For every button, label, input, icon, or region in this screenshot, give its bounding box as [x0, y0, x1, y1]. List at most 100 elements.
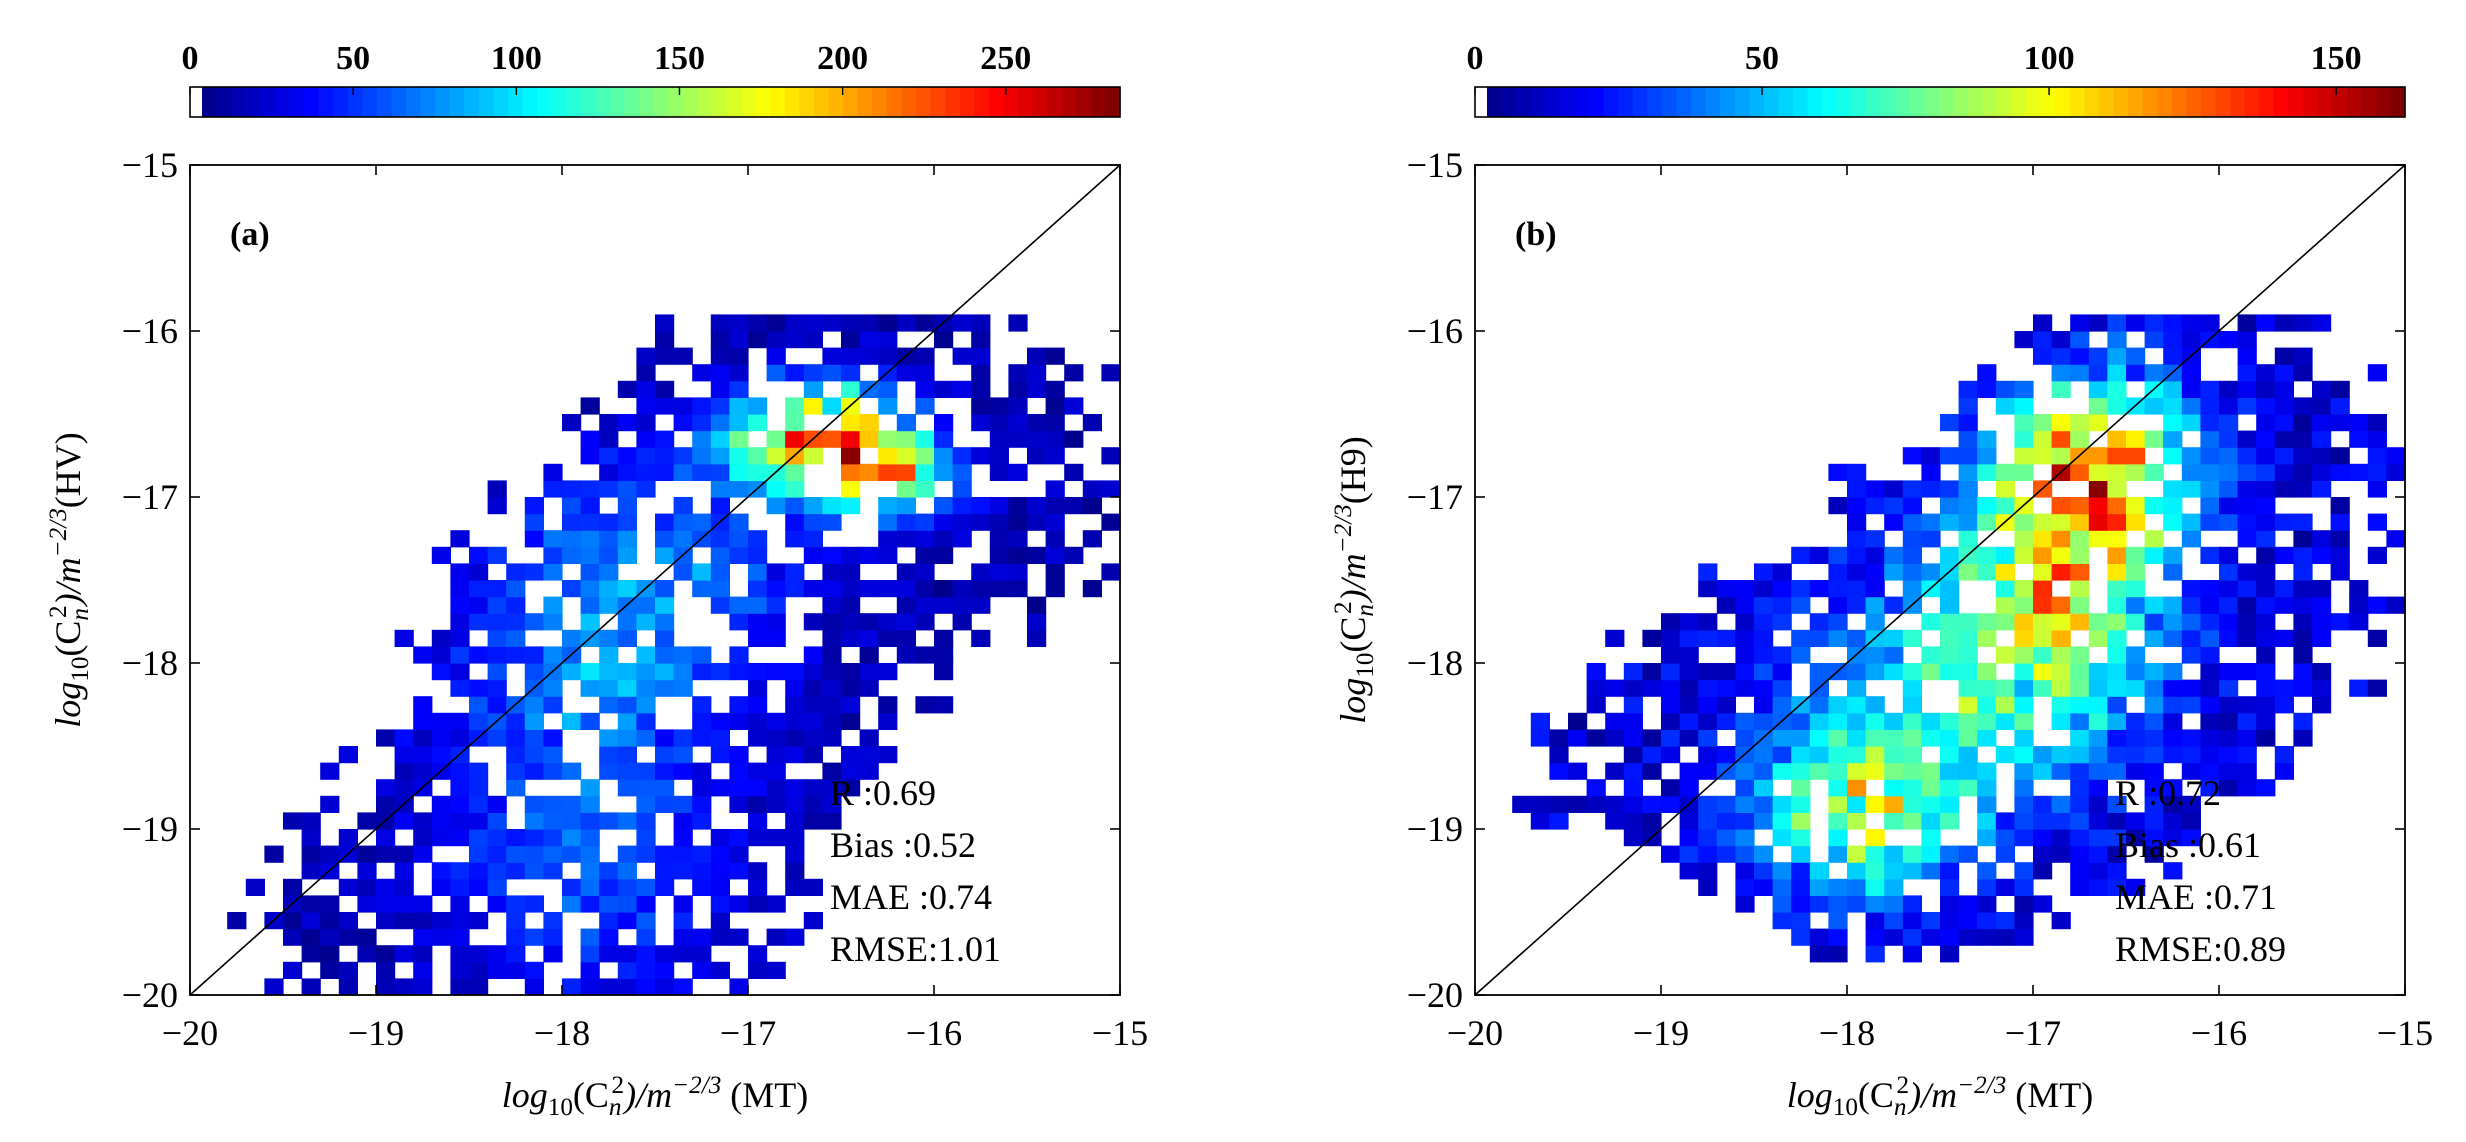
- heatmap-cell: [748, 945, 768, 963]
- heatmap-cell: [2088, 447, 2108, 465]
- heatmap-cell: [1958, 928, 1978, 946]
- heatmap-cell: [469, 646, 489, 664]
- heatmap-cell: [283, 928, 303, 946]
- heatmap-cell: [1027, 347, 1047, 365]
- heatmap-cell: [1902, 497, 1922, 515]
- heatmap-cell: [2293, 629, 2313, 647]
- heatmap-cell: [2200, 646, 2220, 664]
- heatmap-cell: [655, 762, 675, 780]
- heatmap-cell: [1847, 480, 1867, 498]
- heatmap-cell: [431, 829, 451, 847]
- heatmap-cell: [562, 530, 582, 548]
- heatmap-cell: [2088, 663, 2108, 681]
- heatmap-cell: [1995, 646, 2015, 664]
- heatmap-cell: [320, 912, 340, 930]
- heatmap-cell: [1716, 696, 1736, 714]
- heatmap-cell: [2107, 347, 2127, 365]
- colorbar-segment: [988, 87, 1005, 117]
- heatmap-cell: [636, 480, 656, 498]
- heatmap-cell: [915, 347, 935, 365]
- heatmap-cell: [2107, 762, 2127, 780]
- heatmap-cell: [655, 546, 675, 564]
- heatmap-cell: [2088, 397, 2108, 415]
- heatmap-cell: [822, 795, 842, 813]
- heatmap-cell: [822, 696, 842, 714]
- heatmap-cell: [2144, 845, 2164, 863]
- heatmap-cell: [1884, 762, 1904, 780]
- y-tick-label: −16: [1407, 311, 1463, 351]
- colorbar-segment: [1632, 87, 1648, 117]
- heatmap-cell: [2163, 663, 2183, 681]
- heatmap-cell: [1735, 779, 1755, 797]
- heatmap-cell: [1847, 895, 1867, 913]
- heatmap-cell: [673, 347, 693, 365]
- heatmap-cell: [636, 928, 656, 946]
- heatmap-cell: [562, 878, 582, 896]
- heatmap-cell: [2237, 762, 2257, 780]
- heatmap-cell: [376, 978, 396, 996]
- heatmap-cell: [2237, 430, 2257, 448]
- colorbar-segment: [537, 87, 553, 117]
- heatmap-cell: [803, 513, 823, 531]
- heatmap-cell: [896, 364, 916, 382]
- heatmap-cell: [878, 347, 898, 365]
- heatmap-cell: [989, 563, 1009, 581]
- heatmap-cell: [766, 779, 786, 797]
- heatmap-cell: [748, 779, 768, 797]
- heatmap-cell: [1549, 812, 1569, 830]
- heatmap-cell: [2256, 497, 2276, 515]
- heatmap-cell: [2070, 331, 2090, 349]
- heatmap-cell: [952, 613, 972, 631]
- heatmap-cell: [1735, 629, 1755, 647]
- heatmap-cell: [2312, 596, 2332, 614]
- heatmap-cell: [2274, 513, 2294, 531]
- heatmap-cell: [1772, 580, 1792, 598]
- heatmap-cell: [878, 497, 898, 515]
- heatmap-cell: [1008, 314, 1028, 332]
- heatmap-cell: [1940, 878, 1960, 896]
- colorbar-segment: [2215, 87, 2231, 117]
- heatmap-cell: [580, 795, 600, 813]
- heatmap-cell: [1958, 480, 1978, 498]
- heatmap-cell: [655, 646, 675, 664]
- heatmap-cell: [2237, 696, 2257, 714]
- heatmap-cell: [766, 596, 786, 614]
- heatmap-cell: [2070, 430, 2090, 448]
- heatmap-cell: [1027, 380, 1047, 398]
- heatmap-cell: [2200, 497, 2220, 515]
- heatmap-cell: [2312, 414, 2332, 432]
- heatmap-cell: [2033, 679, 2053, 697]
- x-tick-label: −17: [720, 1013, 776, 1053]
- heatmap-cell: [431, 862, 451, 880]
- colorbar-segment: [1574, 87, 1590, 117]
- colorbar-segment: [2040, 87, 2056, 117]
- heatmap-cell: [580, 447, 600, 465]
- heatmap-cell: [915, 563, 935, 581]
- heatmap-cell: [841, 480, 861, 498]
- heatmap-cell: [1791, 912, 1811, 930]
- heatmap-cell: [692, 845, 712, 863]
- heatmap-cell: [1884, 497, 1904, 515]
- heatmap-cell: [301, 862, 321, 880]
- heatmap-cell: [2237, 729, 2257, 747]
- heatmap-cell: [469, 845, 489, 863]
- heatmap-cell: [859, 430, 879, 448]
- heatmap-cell: [748, 812, 768, 830]
- heatmap-cell: [841, 696, 861, 714]
- heatmap-cell: [2107, 364, 2127, 382]
- heatmap-cell: [506, 580, 526, 598]
- colorbar-segment: [2128, 87, 2144, 117]
- heatmap-cell: [2107, 729, 2127, 747]
- heatmap-cell: [617, 580, 637, 598]
- heatmap-cell: [673, 513, 693, 531]
- heatmap-cell: [394, 729, 414, 747]
- heatmap-cell: [878, 546, 898, 564]
- heatmap-cell: [2163, 795, 2183, 813]
- heatmap-cell: [710, 463, 730, 481]
- heatmap-cell: [2088, 463, 2108, 481]
- heatmap-cell: [748, 596, 768, 614]
- heatmap-cell: [1940, 546, 1960, 564]
- heatmap-cell: [989, 397, 1009, 415]
- heatmap-cell: [2144, 812, 2164, 830]
- heatmap-cell: [1884, 546, 1904, 564]
